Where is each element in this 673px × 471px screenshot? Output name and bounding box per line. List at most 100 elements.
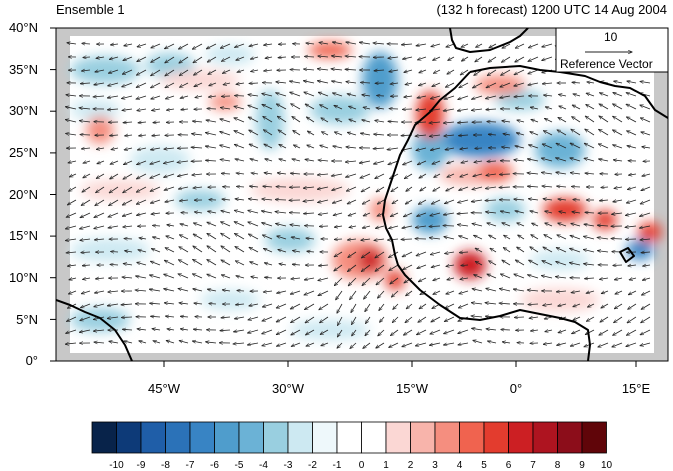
wind-vector bbox=[318, 199, 329, 203]
wind-vector bbox=[584, 224, 595, 226]
wind-vector bbox=[290, 173, 301, 174]
wind-vector bbox=[601, 291, 609, 294]
wind-vector bbox=[136, 276, 147, 278]
wind-vector bbox=[290, 70, 301, 71]
wind-vector bbox=[320, 105, 329, 110]
wind-vector bbox=[291, 342, 301, 346]
wind-vector bbox=[235, 247, 245, 253]
lat-ticks bbox=[50, 27, 56, 362]
wind-vector bbox=[262, 223, 273, 227]
colorbar bbox=[91, 421, 607, 454]
wind-vector bbox=[545, 107, 553, 109]
wind-vector bbox=[221, 275, 231, 279]
wind-vector bbox=[487, 223, 497, 227]
wind-vector bbox=[460, 148, 469, 149]
plot-title-right: (132 h forecast) 1200 UTC 14 Aug 2004 bbox=[436, 2, 667, 17]
wind-vector bbox=[585, 212, 595, 213]
wind-vector bbox=[137, 262, 147, 266]
wind-vector bbox=[276, 329, 287, 335]
lon-label: 15°E bbox=[621, 381, 651, 396]
wind-vector bbox=[149, 289, 161, 291]
wind-vector bbox=[585, 329, 595, 335]
wind-vector bbox=[361, 251, 371, 258]
wind-vector bbox=[474, 161, 483, 162]
wind-vector bbox=[349, 106, 357, 110]
wind-vector bbox=[165, 316, 175, 317]
wind-vector bbox=[165, 95, 175, 99]
wind-vector bbox=[447, 278, 455, 280]
wind-vector bbox=[430, 329, 441, 334]
colorbar-label: -7 bbox=[185, 460, 195, 471]
wind-vector bbox=[265, 159, 273, 161]
wind-vector bbox=[500, 211, 511, 213]
wind-vector bbox=[639, 226, 651, 228]
wind-vector bbox=[65, 239, 77, 241]
wind-vector bbox=[528, 83, 539, 85]
colorbar-label: -9 bbox=[136, 460, 146, 471]
missing-data-region bbox=[654, 28, 668, 361]
wind-vector bbox=[460, 69, 469, 75]
colorbar-swatch bbox=[385, 421, 411, 454]
wind-vector bbox=[305, 303, 315, 310]
wind-vector bbox=[389, 70, 399, 72]
wind-vector bbox=[597, 251, 609, 252]
wind-vector bbox=[489, 261, 497, 266]
wind-vector bbox=[500, 82, 511, 87]
wind-vector bbox=[475, 248, 483, 253]
wind-vector bbox=[627, 131, 637, 136]
wind-vector bbox=[415, 226, 427, 228]
wind-vector bbox=[487, 161, 497, 162]
wind-vector bbox=[556, 248, 567, 253]
wind-vector bbox=[571, 187, 581, 188]
wind-vector bbox=[405, 316, 413, 323]
wind-vector bbox=[613, 130, 623, 136]
wind-vector bbox=[375, 264, 385, 271]
wind-vector bbox=[626, 93, 637, 97]
colorbar-swatch bbox=[581, 421, 607, 454]
wind-vector bbox=[66, 329, 77, 333]
colorbar-label: 3 bbox=[432, 460, 438, 471]
wind-vector bbox=[545, 211, 553, 213]
wind-vector bbox=[389, 342, 399, 348]
wind-vector bbox=[346, 82, 357, 83]
africa-west-coast bbox=[382, 71, 591, 361]
colorbar-label: 8 bbox=[554, 460, 561, 471]
wind-vector bbox=[514, 317, 525, 318]
wind-vector bbox=[332, 42, 343, 44]
wind-vector bbox=[136, 69, 147, 75]
wind-vector bbox=[80, 239, 91, 240]
wind-vector bbox=[502, 121, 511, 122]
reference-vector-value: 10 bbox=[604, 30, 618, 44]
lat-label: 40°N bbox=[8, 20, 38, 35]
wind-vector bbox=[640, 105, 651, 110]
wind-vector bbox=[65, 343, 77, 344]
wind-vector bbox=[531, 119, 539, 123]
wind-vector bbox=[405, 83, 413, 85]
wind-vector bbox=[307, 145, 315, 149]
wind-vector bbox=[108, 212, 119, 217]
wind-vector bbox=[530, 211, 539, 213]
wind-vector bbox=[406, 303, 413, 309]
wind-vector bbox=[626, 342, 637, 347]
wind-vector bbox=[404, 96, 413, 97]
wind-vector bbox=[331, 174, 343, 176]
wind-vector bbox=[164, 148, 175, 149]
wind-vector bbox=[152, 135, 161, 136]
wind-vector bbox=[305, 104, 315, 110]
lat-label: 25°N bbox=[8, 145, 38, 160]
wind-vector bbox=[235, 234, 245, 240]
wind-vector bbox=[275, 212, 287, 213]
wind-vector bbox=[459, 135, 469, 136]
wind-vector bbox=[599, 104, 609, 110]
wind-vector bbox=[237, 70, 245, 72]
wind-vector bbox=[123, 160, 133, 165]
lat-label: 15°N bbox=[8, 228, 38, 243]
wind-vector bbox=[360, 82, 371, 83]
wind-vector bbox=[248, 199, 259, 200]
wind-vector bbox=[359, 42, 371, 44]
wind-vector bbox=[586, 291, 595, 293]
wind-vector bbox=[67, 199, 77, 205]
wind-vector bbox=[319, 265, 329, 266]
wind-vector bbox=[513, 289, 525, 291]
wind-vector bbox=[599, 159, 609, 161]
